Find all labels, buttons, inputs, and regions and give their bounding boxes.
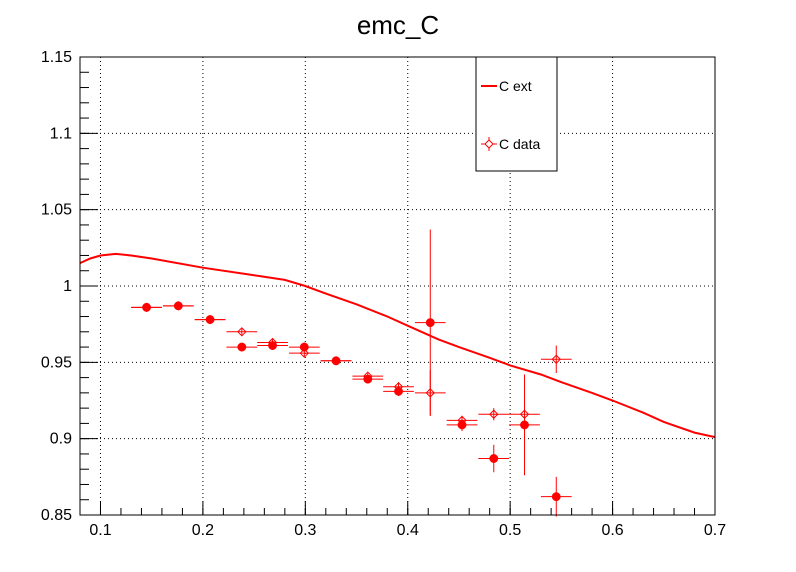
y-tick-label: 0.85: [41, 507, 72, 524]
x-tick-label: 0.7: [704, 522, 726, 539]
series-line-c-ext: [79, 252, 716, 439]
x-tick-label: 0.4: [397, 522, 419, 539]
filled-data-point: [331, 356, 341, 366]
filled-data-point: [520, 420, 529, 430]
c-data-point: [489, 409, 499, 419]
filled-data-point: [551, 492, 561, 502]
x-tick-label: 0.3: [294, 522, 316, 539]
legend: C ext C data: [475, 56, 558, 172]
plot-series: [79, 229, 716, 517]
filled-data-point: [205, 315, 215, 325]
y-tick-label: 0.95: [41, 354, 72, 371]
filled-data-point: [457, 420, 467, 430]
filled-data-point: [489, 454, 499, 463]
legend-entry-c-ext: C ext: [499, 78, 532, 94]
filled-data-point: [363, 374, 373, 384]
x-tick-label: 0.2: [192, 522, 214, 539]
filled-data-point: [425, 318, 435, 328]
filled-data-point: [394, 386, 403, 396]
chart-title: emc_C: [357, 10, 439, 40]
filled-data-point: [299, 342, 309, 352]
c-data-point: [237, 327, 247, 337]
x-tick-label: 0.6: [601, 522, 623, 539]
y-tick-label: 1.05: [41, 202, 72, 219]
axes: 0.1 0.2 0.3 0.4 0.5 0.6 0.7 0.85 0.9 0.95 1 1.05 1.1…: [41, 49, 726, 539]
filled-data-point: [237, 342, 247, 352]
c-data-point: [299, 348, 310, 358]
x-tick-label: 0.5: [499, 522, 521, 539]
filled-data-point: [268, 341, 277, 350]
filled-data-point: [142, 302, 152, 312]
legend-box: [475, 56, 558, 172]
y-tick-label: 0.9: [50, 431, 72, 448]
y-tick-label: 1.15: [41, 49, 72, 66]
legend-diamond-marker: [484, 139, 494, 149]
legend-entry-c-data: C data: [499, 136, 540, 152]
filled-data-point: [173, 301, 183, 311]
y-tick-label: 1.1: [50, 125, 72, 142]
y-tick-label: 1: [63, 278, 72, 295]
c-data-point: [551, 354, 561, 364]
x-tick-label: 0.1: [89, 522, 111, 539]
